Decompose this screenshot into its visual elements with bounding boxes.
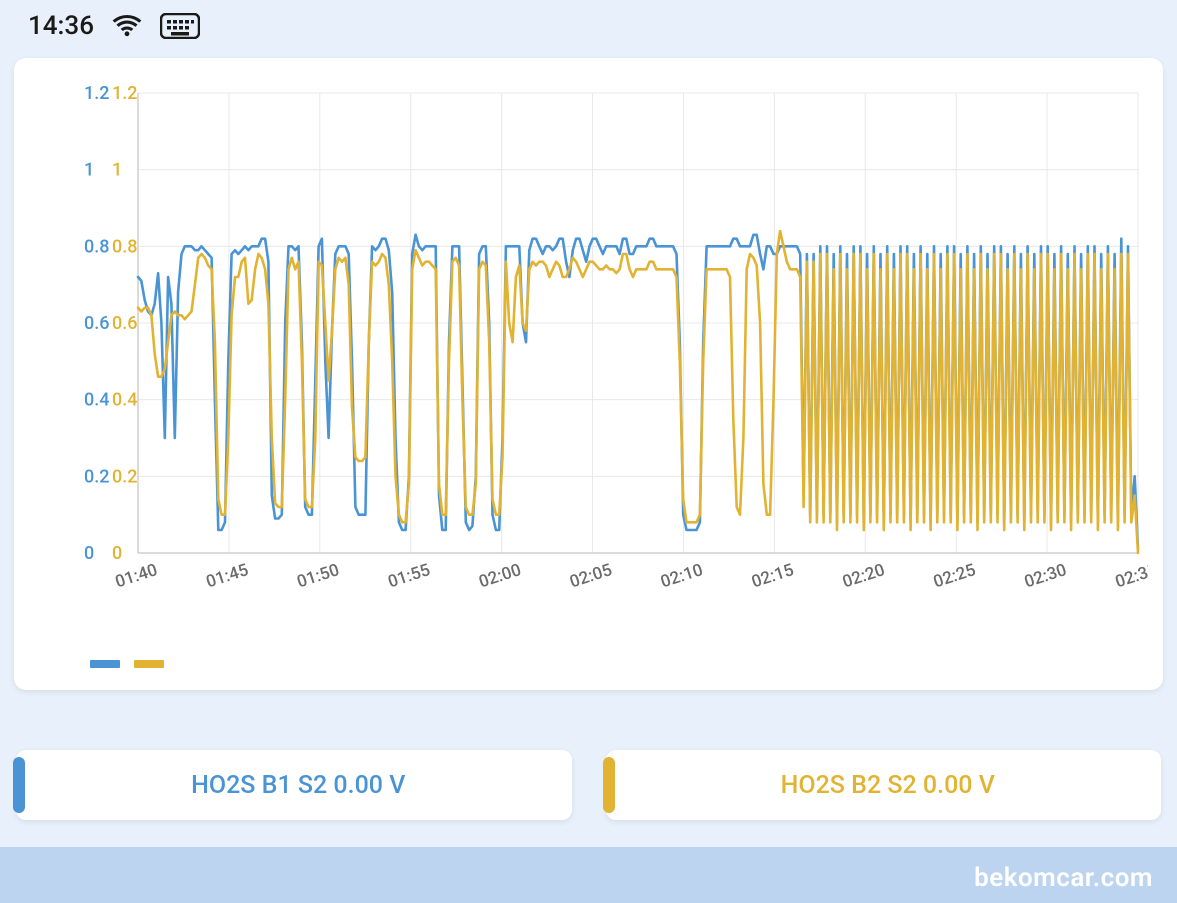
watermark-text: bekomcar.com: [974, 863, 1153, 893]
legend-swatch-series-0[interactable]: [90, 660, 120, 668]
svg-text:1: 1: [112, 160, 122, 181]
svg-text:0.6: 0.6: [84, 313, 109, 334]
svg-text:0.4: 0.4: [112, 390, 137, 411]
svg-text:1: 1: [84, 160, 94, 181]
readout-color-bar: [13, 757, 25, 813]
status-bar: 14:36: [0, 0, 1177, 52]
svg-text:02:35: 02:35: [1113, 560, 1148, 592]
status-time: 14:36: [28, 11, 94, 41]
readout-card-b1s2[interactable]: HO2S B1 S2 0.00 V: [16, 750, 572, 820]
svg-text:1.2: 1.2: [84, 83, 109, 104]
wifi-icon: [112, 14, 142, 38]
svg-text:01:50: 01:50: [295, 560, 342, 592]
svg-text:02:30: 02:30: [1022, 560, 1069, 592]
svg-text:0.6: 0.6: [112, 313, 137, 334]
readout-card-b2s2[interactable]: HO2S B2 S2 0.00 V: [606, 750, 1162, 820]
readout-label: HO2S B1 S2 0.00 V: [25, 771, 572, 800]
chart-legend: [90, 660, 164, 668]
svg-text:02:05: 02:05: [567, 560, 614, 592]
svg-text:02:25: 02:25: [931, 560, 978, 592]
keyboard-icon: [160, 13, 200, 39]
svg-text:01:45: 01:45: [204, 560, 251, 592]
readout-label: HO2S B2 S2 0.00 V: [615, 771, 1162, 800]
legend-swatch-series-1[interactable]: [134, 660, 164, 668]
readout-row: HO2S B1 S2 0.00 V HO2S B2 S2 0.00 V: [16, 750, 1161, 820]
svg-text:0.8: 0.8: [112, 236, 137, 257]
svg-text:0: 0: [84, 543, 94, 564]
svg-text:02:20: 02:20: [840, 560, 887, 592]
svg-text:01:40: 01:40: [113, 560, 160, 592]
svg-text:0.8: 0.8: [84, 236, 109, 257]
svg-text:1.2: 1.2: [112, 83, 137, 104]
svg-text:02:00: 02:00: [476, 560, 523, 592]
svg-text:0.4: 0.4: [84, 390, 109, 411]
svg-text:0.2: 0.2: [112, 466, 137, 487]
svg-text:0.2: 0.2: [84, 466, 109, 487]
chart-card: 00 0.20.2 0.40.4 0.60.6 0.80.8 11 1.21.2 01:40 0…: [14, 58, 1163, 690]
readout-color-bar: [603, 757, 615, 813]
o2-sensor-chart[interactable]: 00 0.20.2 0.40.4 0.60.6 0.80.8 11 1.21.2 01:40 0…: [28, 78, 1148, 638]
svg-text:0: 0: [112, 543, 122, 564]
svg-text:01:55: 01:55: [386, 560, 433, 592]
svg-text:02:15: 02:15: [749, 560, 796, 592]
svg-text:02:10: 02:10: [658, 560, 705, 592]
